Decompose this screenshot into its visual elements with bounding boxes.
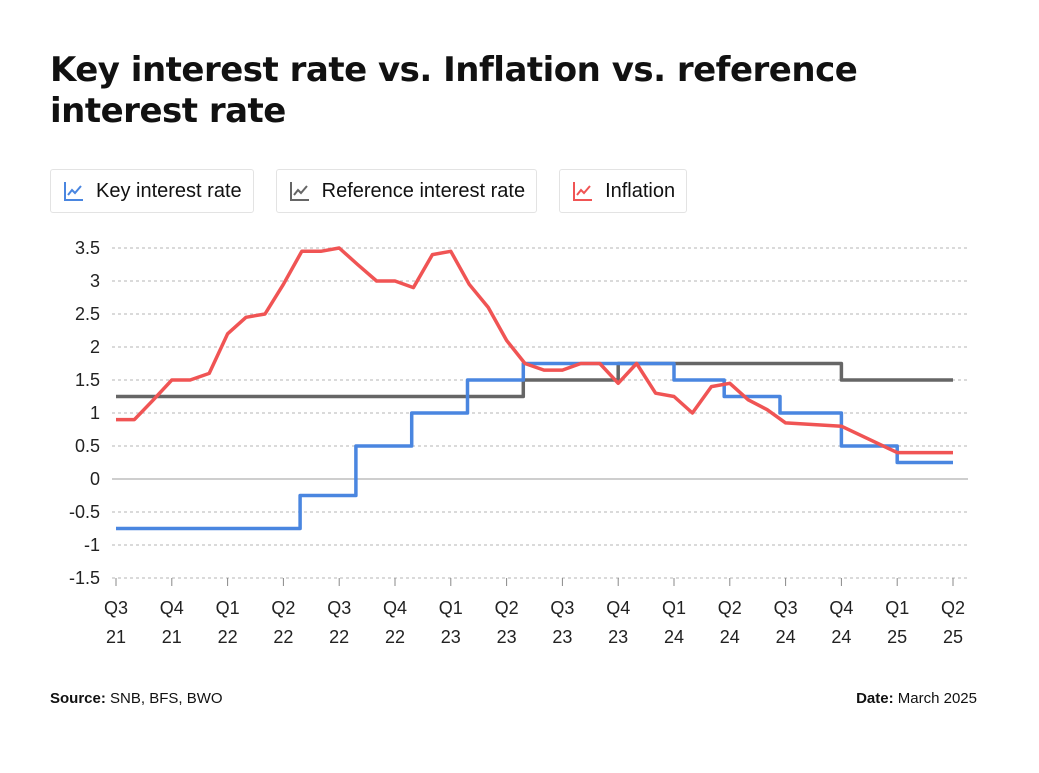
x-tick-label: Q1 — [662, 598, 686, 618]
y-tick-label: 1 — [90, 403, 100, 423]
date-note: Date: March 2025 — [856, 690, 977, 707]
x-tick-label: Q3 — [550, 598, 574, 618]
legend-item-reference-interest-rate[interactable]: Reference interest rate — [275, 169, 538, 213]
line-chart-icon — [289, 182, 309, 201]
x-tick-label: 25 — [943, 627, 963, 647]
legend-label: Inflation — [605, 179, 676, 202]
x-tick-label: 23 — [552, 627, 572, 647]
y-tick-label: 2.5 — [75, 304, 100, 324]
x-tick-label: 24 — [720, 627, 740, 647]
x-tick-label: 21 — [162, 627, 182, 647]
x-tick-label: 21 — [106, 627, 126, 647]
chart-title: Key interest rate vs. Inflation vs. refe… — [50, 50, 858, 131]
x-tick-label: 22 — [385, 627, 405, 647]
line-chart-icon — [64, 182, 83, 201]
legend-label: Key interest rate — [96, 179, 242, 202]
x-tick-label: Q1 — [885, 598, 909, 618]
y-tick-label: -1.5 — [69, 568, 100, 588]
y-tick-label: 0.5 — [75, 436, 100, 456]
x-tick-label: 23 — [497, 627, 517, 647]
x-tick-label: 24 — [776, 627, 796, 647]
legend-item-inflation[interactable]: Inflation — [559, 169, 688, 213]
series-line-reference-interest-rate — [116, 361, 953, 399]
x-tick-label: Q4 — [383, 598, 407, 618]
y-tick-label: 0 — [90, 469, 100, 489]
x-tick-label: Q2 — [495, 598, 519, 618]
y-tick-label: 1.5 — [75, 370, 100, 390]
x-tick-label: Q3 — [327, 598, 351, 618]
x-tick-label: Q1 — [439, 598, 463, 618]
source-value: SNB, BFS, BWO — [110, 690, 223, 707]
y-tick-label: -0.5 — [69, 502, 100, 522]
x-tick-label: 25 — [887, 627, 907, 647]
x-tick-label: 22 — [329, 627, 349, 647]
x-tick-label: Q3 — [774, 598, 798, 618]
date-label: Date: — [856, 690, 894, 707]
line-chart: 3.532.521.510.50-0.5-1-1.5Q321Q421Q122Q2… — [69, 238, 968, 647]
x-tick-label: Q1 — [216, 598, 240, 618]
source-note: Source: SNB, BFS, BWO — [50, 690, 223, 707]
x-tick-label: Q4 — [160, 598, 184, 618]
source-label: Source: — [50, 690, 106, 707]
x-tick-label: Q2 — [718, 598, 742, 618]
y-tick-label: -1 — [84, 535, 100, 555]
legend-item-key-interest-rate[interactable]: Key interest rate — [50, 169, 254, 213]
x-tick-label: 24 — [664, 627, 684, 647]
x-tick-label: Q4 — [606, 598, 630, 618]
x-tick-label: Q2 — [941, 598, 965, 618]
y-tick-label: 2 — [90, 337, 100, 357]
line-chart-icon — [573, 182, 593, 201]
y-tick-label: 3.5 — [75, 238, 100, 258]
x-tick-label: Q2 — [271, 598, 295, 618]
y-tick-label: 3 — [90, 271, 100, 291]
x-tick-label: 22 — [218, 627, 238, 647]
x-tick-label: 23 — [441, 627, 461, 647]
x-tick-label: 23 — [608, 627, 628, 647]
x-tick-label: Q3 — [104, 598, 128, 618]
series-line-inflation — [116, 246, 953, 455]
x-tick-label: 24 — [831, 627, 851, 647]
date-value: March 2025 — [897, 690, 977, 707]
x-tick-label: 22 — [273, 627, 293, 647]
x-tick-label: Q4 — [829, 598, 853, 618]
legend-label: Reference interest rate — [321, 179, 526, 202]
legend: Key interest rate Reference interest rat… — [50, 169, 688, 213]
